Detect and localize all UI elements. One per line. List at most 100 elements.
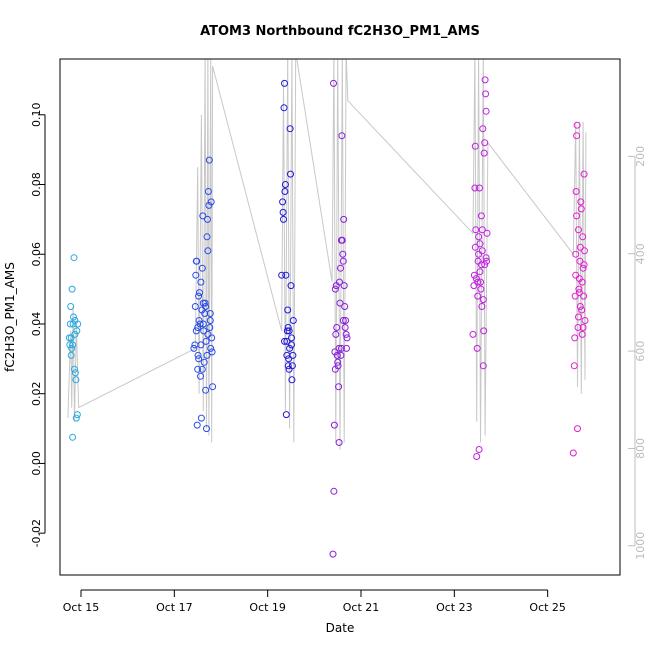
data-point (192, 271, 200, 279)
data-point (73, 327, 81, 335)
data-point (334, 358, 342, 366)
data-point (331, 285, 339, 293)
data-point (575, 289, 583, 297)
data-point (480, 327, 488, 335)
data-point (572, 250, 580, 258)
data-point (477, 212, 485, 220)
x-axis-label: Date (326, 621, 355, 635)
data-point (206, 317, 214, 324)
data-point (279, 198, 287, 206)
data-point (203, 233, 211, 241)
data-point (199, 212, 207, 220)
data-point (204, 188, 212, 195)
data-point (579, 264, 587, 272)
data-point (71, 330, 79, 338)
data-point (65, 334, 73, 342)
data-point (483, 257, 490, 265)
data-point (204, 247, 212, 255)
data-point (207, 344, 215, 352)
x-tick-label: Oct 17 (156, 601, 193, 614)
right-tick-label: 800 (634, 438, 647, 459)
data-point (285, 327, 293, 335)
y-tick-label: 0.08 (30, 172, 43, 197)
data-point (476, 184, 483, 192)
data-point (204, 330, 212, 338)
data-point (342, 330, 350, 338)
data-point (67, 334, 75, 342)
data-point (196, 320, 204, 328)
data-point (208, 334, 216, 342)
data-point (575, 285, 583, 293)
data-point (472, 275, 480, 283)
data-point (578, 278, 586, 286)
data-point (571, 292, 579, 300)
data-point (341, 303, 349, 310)
data-point (574, 425, 581, 433)
series-2 (278, 79, 297, 419)
x-tick-label: Oct 25 (529, 601, 566, 614)
data-point (197, 278, 205, 286)
data-point (281, 79, 288, 87)
data-point (285, 355, 293, 363)
data-point (68, 344, 76, 352)
data-point (580, 170, 588, 178)
chart-title: ATOM3 Northbound fC2H3O_PM1_AMS (200, 24, 480, 39)
data-point (204, 215, 211, 223)
data-point (284, 324, 292, 331)
data-point (69, 320, 77, 328)
data-point (476, 240, 484, 248)
data-point (202, 303, 210, 310)
data-point (66, 341, 74, 349)
data-point (203, 351, 211, 359)
data-point (193, 257, 201, 265)
data-point (278, 271, 286, 279)
data-point (288, 362, 296, 370)
data-point (70, 254, 78, 262)
data-point (574, 324, 582, 331)
data-point (334, 362, 342, 370)
right-tick-label: 600 (634, 341, 647, 362)
data-point (473, 344, 481, 352)
data-point (286, 125, 294, 133)
data-point (282, 411, 290, 419)
data-point (209, 383, 217, 391)
data-point (207, 198, 215, 206)
data-point (279, 208, 287, 216)
y-tick-label: 0.10 (30, 103, 43, 128)
data-point (195, 317, 203, 324)
data-point (194, 365, 202, 373)
plot-frame (59, 58, 621, 576)
right-tick-label: 1000 (634, 532, 647, 560)
y-tick-label: 0.02 (30, 381, 43, 406)
data-point (329, 550, 337, 558)
data-point (281, 181, 289, 188)
data-point (573, 212, 581, 220)
data-point (337, 344, 345, 352)
data-point (571, 334, 579, 342)
data-point (578, 330, 586, 338)
data-point (573, 132, 581, 140)
data-point (335, 344, 343, 352)
data-point (280, 104, 288, 112)
data-point (336, 278, 343, 286)
data-point (196, 289, 203, 297)
data-point (580, 261, 588, 269)
data-point (337, 236, 345, 244)
data-point (67, 303, 75, 310)
data-point (469, 330, 477, 338)
data-point (191, 303, 199, 310)
data-point (473, 453, 481, 460)
series-4 (469, 76, 491, 460)
data-point (482, 90, 490, 98)
data-point (581, 317, 589, 324)
y-axis-label: fC2H3O_PM1_AMS (3, 262, 17, 372)
data-point (481, 139, 489, 147)
data-point (331, 348, 339, 356)
data-point (576, 257, 584, 265)
x-tick-label: Oct 19 (249, 601, 286, 614)
axes-layer: Oct 15 Oct 17 Oct 19 Oct 21 Oct 23 Oct 25 -0.0… (30, 103, 647, 614)
data-point (575, 226, 582, 234)
data-point (569, 449, 577, 457)
